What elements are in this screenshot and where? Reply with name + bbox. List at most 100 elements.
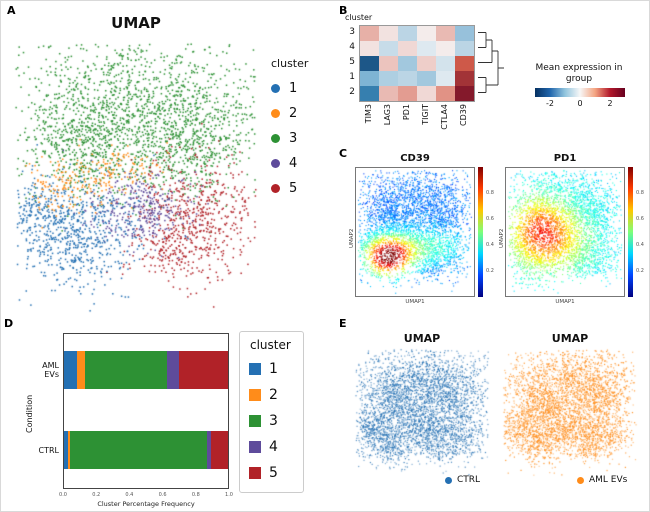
heatmap-row-labels: 3 4 5 1 2 [335,25,355,100]
heatmap-col-label: TIGIT [421,104,430,125]
colorbar-tick: 0.8 [486,190,494,196]
cluster-color-swatch [249,363,261,375]
cluster-color-dot [271,159,280,168]
heatmap-cell [398,71,417,86]
feature-plot-cd39 [355,167,475,297]
cluster-label: 2 [289,106,298,121]
umap-ctrl-scatter [353,347,491,479]
marker-expression-heatmap [359,25,475,102]
bar-segment-cluster-3 [85,351,168,389]
heatmap-cell [360,71,379,86]
cluster-label: 5 [269,465,278,481]
bar-legend-items: 1 2 3 4 5 [249,356,291,486]
heatmap-cell [379,56,398,71]
cluster-legend: cluster 1 2 3 4 5 [271,57,308,201]
pd1-expression-scatter [506,168,624,296]
legend-item-cluster-4: 4 [271,151,308,176]
heatmap-col-label: CTLA4 [440,104,449,130]
heatmap-cell [417,71,436,86]
legend-item-cluster-5: 5 [271,176,308,201]
heatmap-cell [379,71,398,86]
ctrl-legend-label: CTRL [457,475,481,485]
pd1-colorbar [628,167,633,297]
cd39-colorbar [478,167,483,297]
cluster-label: 4 [269,439,278,455]
heatmap-cell [417,56,436,71]
heatmap-cell [436,41,455,56]
heatmap-cell [398,56,417,71]
colorbar-tick: 2 [607,99,613,108]
ctrl-color-dot [445,476,452,484]
heatmap-row-label: 2 [349,87,355,97]
legend-item-cluster-2: 2 [271,101,308,126]
cluster-label: 4 [289,156,298,171]
heatmap-cell [379,86,398,101]
heatmap-col-label: LAG3 [383,104,392,126]
cluster-color-swatch [249,389,261,401]
ytick-aml-evs: AML EVs [42,361,59,380]
colorbar-tick: 0.6 [636,216,644,222]
bar-xtick: 0.2 [92,492,101,498]
colorbar-tick: 0.4 [636,242,644,248]
heatmap-cell [360,41,379,56]
heatmap-cell [436,56,455,71]
heatmap-col-label: CD39 [459,104,468,126]
legend-item-cluster-2: 2 [249,382,291,408]
heatmap-cell [436,86,455,101]
aml-evs-color-dot [577,476,584,484]
umap2-axis-label: UMAP2 [499,228,505,248]
colorbar-tick: 0.4 [486,242,494,248]
panel-label-e: E [339,317,347,330]
heatmap-cell [417,86,436,101]
bar-xtick: 0.0 [59,492,67,498]
cluster-label: 3 [289,131,298,146]
bar-xtick: 0.6 [158,492,167,498]
heatmap-cell [436,26,455,41]
panel-label-d: D [4,317,14,330]
bar-xtick: 0.4 [125,492,134,498]
umap2-axis-label: UMAP2 [349,228,355,248]
colorbar-tick: -2 [546,99,554,108]
heatmap-axis-title: cluster [345,13,373,22]
panel-label-c: C [339,147,348,160]
cluster-label: 1 [269,361,278,377]
heatmap-cell [360,86,379,101]
dendrogram [478,32,504,93]
heatmap-cell [379,26,398,41]
colorbar-tick: 0.8 [636,190,644,196]
bar-segment-cluster-5 [210,431,228,469]
cluster-label: 1 [289,81,298,96]
heatmap-cell [398,86,417,101]
cd39-expression-scatter [356,168,474,296]
colorbar-tick: 0 [577,99,583,108]
cluster-color-swatch [249,415,261,427]
umap-aml-evs-title: UMAP [551,332,589,345]
umap1-axis-label: UMAP1 [405,299,425,305]
feature-plot-title-cd39: CD39 [400,153,430,164]
legend-item-cluster-4: 4 [249,434,291,460]
colorbar-tick: 0.6 [486,216,494,222]
feature-plot-title-pd1: PD1 [553,153,577,164]
heatmap-cell [360,56,379,71]
ctrl-legend: CTRL [445,475,480,485]
aml-evs-legend-label: AML EVs [589,475,628,485]
stacked-bar-aml-evs [64,351,228,389]
umap-aml-evs-scatter [501,347,639,479]
heatmap-cell [417,26,436,41]
panel-label-b: B [339,4,348,17]
stacked-bar-ctrl [64,431,228,469]
colorbar-tick: 0.2 [486,268,494,274]
ytick-ctrl: CTRL [38,446,60,455]
cluster-label: 2 [269,387,278,403]
heatmap-cell [455,41,474,56]
pd1-colorbar-ticks: 0.8 0.6 0.4 0.2 [635,167,648,297]
cluster-label: 3 [269,413,278,429]
cluster-legend-title: cluster [271,57,309,70]
bar-segment-cluster-2 [68,431,70,469]
bar-chart-legend: cluster 1 2 3 4 5 [239,331,304,493]
expression-colorbar [535,88,625,97]
bar-segment-cluster-4 [167,351,179,389]
heatmap-cell [417,41,436,56]
legend-item-cluster-3: 3 [271,126,308,151]
